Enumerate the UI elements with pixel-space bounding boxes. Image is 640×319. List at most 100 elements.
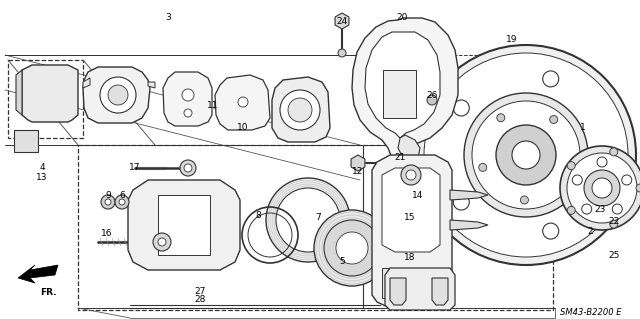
Circle shape: [464, 93, 588, 217]
Circle shape: [582, 204, 592, 214]
Polygon shape: [382, 168, 440, 252]
Text: 9: 9: [105, 191, 111, 201]
Polygon shape: [383, 70, 416, 118]
Text: 2: 2: [587, 227, 593, 236]
Circle shape: [453, 194, 469, 210]
Circle shape: [416, 45, 636, 265]
Text: 20: 20: [396, 13, 408, 23]
Text: 12: 12: [352, 167, 364, 176]
Circle shape: [472, 101, 580, 209]
Polygon shape: [398, 135, 420, 162]
Text: 26: 26: [426, 91, 438, 100]
Circle shape: [512, 141, 540, 169]
Circle shape: [119, 199, 125, 205]
Text: 13: 13: [36, 173, 48, 182]
Circle shape: [105, 199, 111, 205]
Circle shape: [543, 71, 559, 87]
Polygon shape: [432, 278, 448, 305]
Circle shape: [567, 206, 575, 214]
Circle shape: [266, 178, 350, 262]
Polygon shape: [335, 13, 349, 29]
Text: 3: 3: [165, 13, 171, 23]
Circle shape: [621, 175, 632, 185]
Text: 14: 14: [412, 191, 424, 201]
Circle shape: [336, 232, 368, 264]
Text: 4: 4: [39, 162, 45, 172]
Circle shape: [401, 165, 421, 185]
Circle shape: [184, 164, 192, 172]
Text: 18: 18: [404, 254, 416, 263]
Circle shape: [280, 90, 320, 130]
Circle shape: [158, 238, 166, 246]
Circle shape: [479, 163, 487, 171]
Polygon shape: [128, 180, 240, 270]
Text: 6: 6: [119, 191, 125, 201]
Circle shape: [597, 157, 607, 167]
Circle shape: [497, 114, 505, 122]
Circle shape: [338, 49, 346, 57]
Circle shape: [288, 98, 312, 122]
Polygon shape: [83, 78, 90, 88]
Circle shape: [496, 125, 556, 185]
Text: 21: 21: [394, 153, 406, 162]
Circle shape: [238, 97, 248, 107]
Text: 23: 23: [595, 205, 605, 214]
Circle shape: [584, 170, 620, 206]
Text: 7: 7: [315, 213, 321, 222]
Polygon shape: [14, 130, 38, 152]
Polygon shape: [215, 75, 270, 130]
Circle shape: [180, 160, 196, 176]
Polygon shape: [365, 32, 440, 138]
Circle shape: [324, 220, 380, 276]
Polygon shape: [382, 268, 440, 298]
Circle shape: [182, 89, 194, 101]
Text: 27: 27: [195, 287, 205, 296]
Text: 15: 15: [404, 213, 416, 222]
Circle shape: [550, 115, 557, 123]
Text: 1: 1: [580, 123, 586, 132]
Text: 25: 25: [608, 251, 620, 261]
Circle shape: [610, 220, 618, 228]
Circle shape: [567, 153, 637, 223]
Text: 19: 19: [506, 35, 518, 44]
Circle shape: [108, 85, 128, 105]
Polygon shape: [22, 65, 78, 122]
Polygon shape: [148, 82, 155, 88]
Circle shape: [406, 285, 416, 295]
Circle shape: [153, 233, 171, 251]
Text: FR.: FR.: [40, 288, 56, 297]
Polygon shape: [390, 278, 406, 305]
Circle shape: [100, 77, 136, 113]
Polygon shape: [272, 77, 330, 142]
Circle shape: [567, 162, 575, 170]
Text: 24: 24: [337, 18, 348, 26]
Circle shape: [401, 280, 421, 300]
Circle shape: [406, 170, 416, 180]
Circle shape: [572, 175, 582, 185]
Circle shape: [314, 210, 390, 286]
Text: 10: 10: [237, 123, 249, 132]
Text: 11: 11: [207, 100, 219, 109]
Polygon shape: [83, 67, 150, 123]
Text: 22: 22: [609, 218, 620, 226]
Circle shape: [564, 167, 572, 174]
Text: 17: 17: [129, 164, 141, 173]
Text: 28: 28: [195, 295, 205, 305]
Circle shape: [636, 184, 640, 192]
Circle shape: [424, 53, 628, 257]
Circle shape: [184, 109, 192, 117]
Circle shape: [453, 100, 469, 116]
Text: SM43-B2200 E: SM43-B2200 E: [561, 308, 622, 317]
Polygon shape: [351, 155, 365, 171]
Circle shape: [543, 223, 559, 239]
Polygon shape: [372, 155, 452, 308]
Circle shape: [592, 178, 612, 198]
Circle shape: [276, 188, 340, 252]
Circle shape: [598, 147, 614, 163]
Polygon shape: [450, 190, 488, 200]
Circle shape: [612, 204, 622, 214]
Circle shape: [101, 195, 115, 209]
Text: 8: 8: [255, 211, 261, 219]
Circle shape: [115, 195, 129, 209]
Circle shape: [520, 196, 529, 204]
